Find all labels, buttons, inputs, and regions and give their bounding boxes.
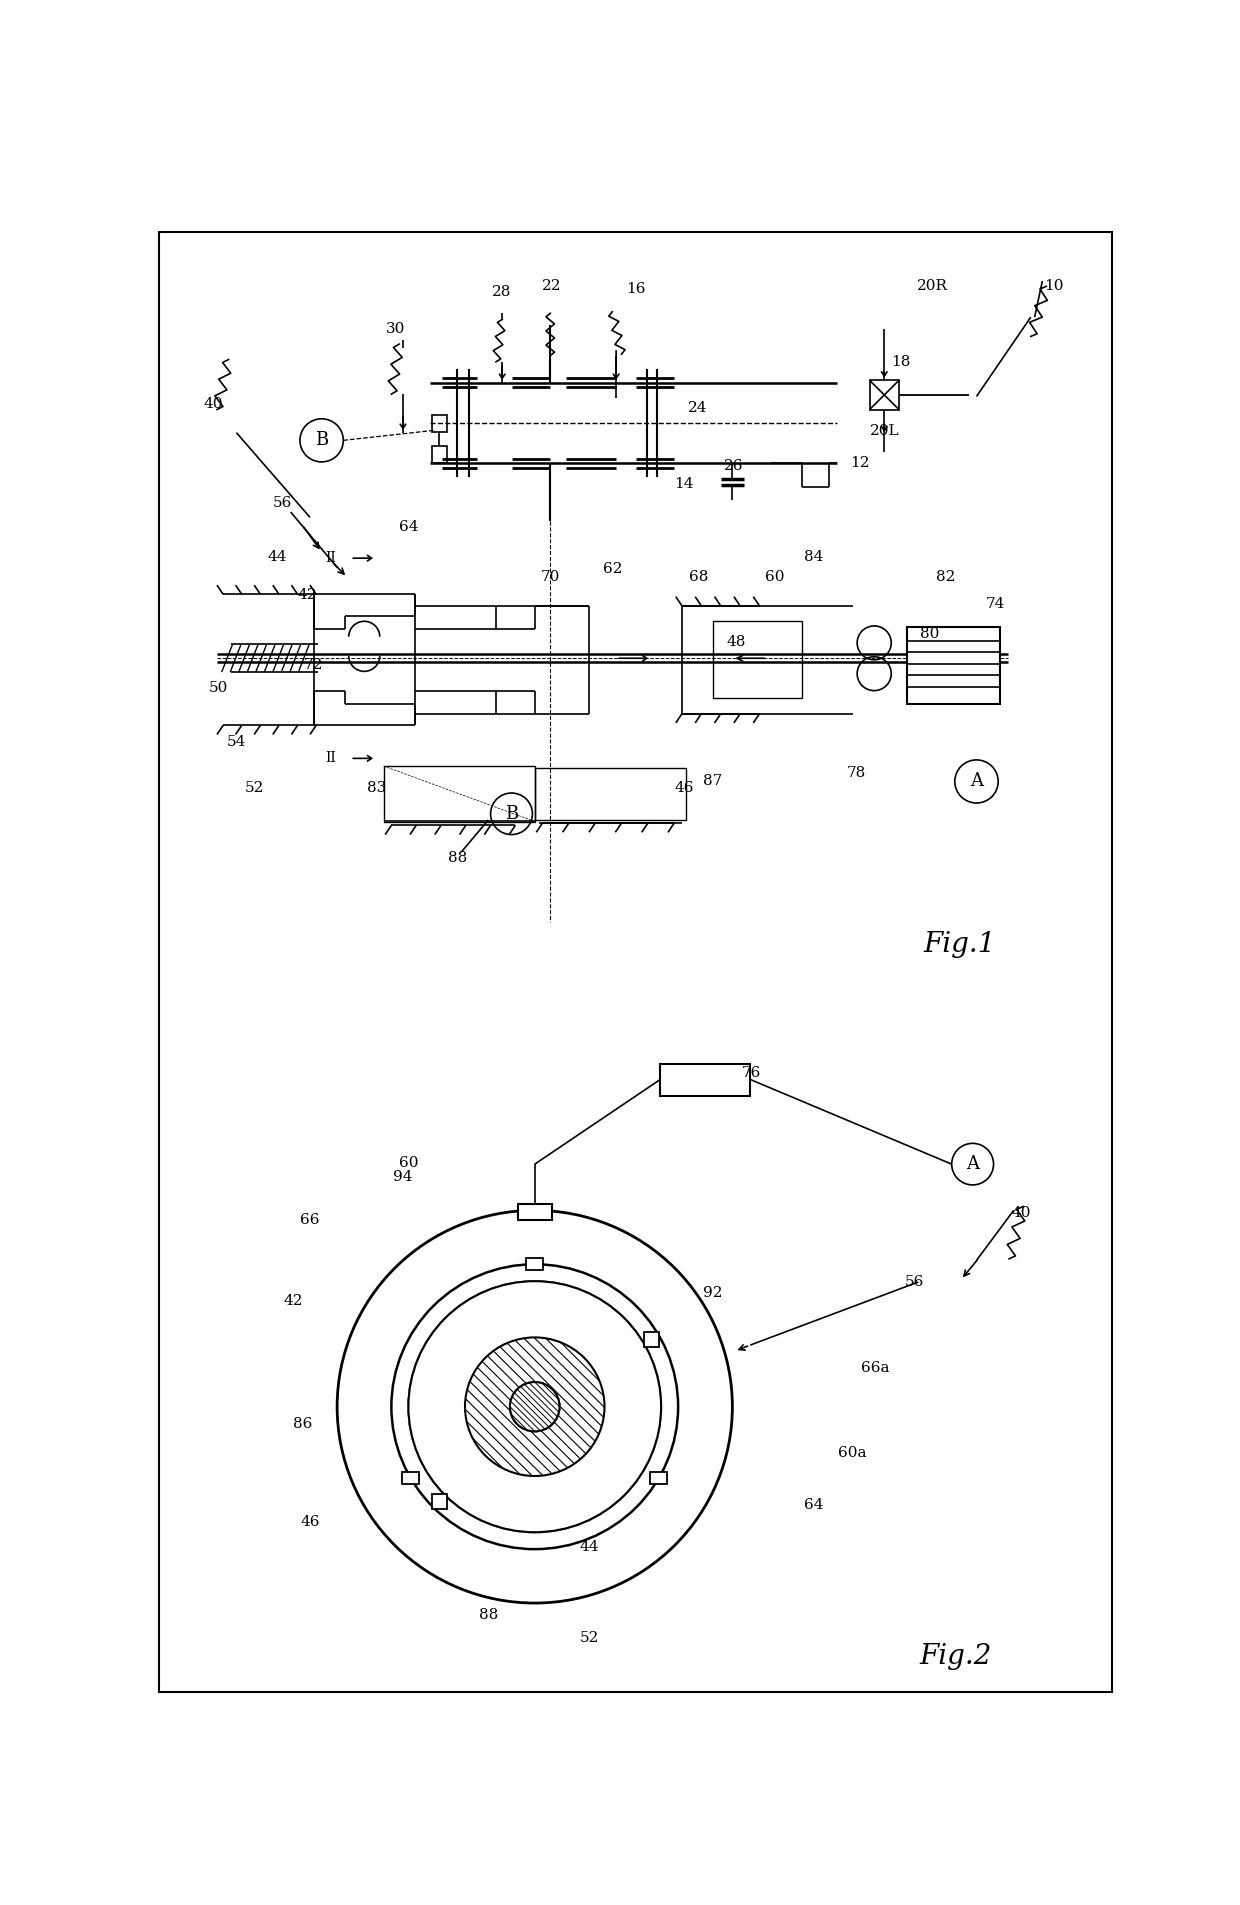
- Polygon shape: [510, 1381, 559, 1431]
- Text: 88: 88: [448, 852, 467, 865]
- Text: 46: 46: [300, 1514, 320, 1530]
- Text: 74: 74: [986, 596, 1006, 612]
- Text: 40: 40: [203, 396, 223, 411]
- Text: 26: 26: [724, 459, 744, 472]
- Bar: [534, 768, 686, 819]
- Text: 86: 86: [293, 1417, 312, 1431]
- Text: 72: 72: [304, 659, 324, 672]
- Bar: [402, 1473, 419, 1484]
- Text: 66: 66: [300, 1213, 320, 1227]
- Text: 78: 78: [847, 766, 866, 779]
- Text: A: A: [966, 1154, 980, 1173]
- Bar: [660, 1065, 750, 1097]
- Text: 88: 88: [479, 1608, 498, 1621]
- Polygon shape: [465, 1337, 605, 1476]
- Bar: [644, 1332, 660, 1347]
- Text: 42: 42: [283, 1293, 303, 1309]
- Text: Fig.1: Fig.1: [924, 932, 996, 958]
- Text: 44: 44: [579, 1539, 599, 1554]
- Text: 52: 52: [244, 781, 264, 796]
- Text: 83: 83: [367, 781, 387, 796]
- Text: A: A: [970, 772, 983, 791]
- Text: 28: 28: [492, 284, 511, 299]
- Bar: [432, 415, 448, 432]
- Text: 14: 14: [675, 478, 694, 491]
- Text: 20L: 20L: [870, 425, 900, 438]
- Text: 92: 92: [703, 1286, 723, 1299]
- Bar: [383, 766, 534, 821]
- Text: 50: 50: [208, 682, 228, 695]
- Text: II: II: [326, 751, 336, 766]
- Bar: [432, 1494, 448, 1509]
- Text: 30: 30: [386, 322, 405, 335]
- Text: 12: 12: [851, 457, 870, 471]
- Text: 52: 52: [579, 1631, 599, 1644]
- Bar: [526, 1257, 543, 1271]
- Text: 60: 60: [765, 570, 785, 583]
- Text: Fig.2: Fig.2: [920, 1644, 992, 1671]
- Text: 22: 22: [542, 280, 562, 293]
- Polygon shape: [408, 1282, 661, 1532]
- Text: 64: 64: [399, 520, 419, 533]
- Text: 20R: 20R: [916, 280, 947, 293]
- Text: 56: 56: [273, 497, 293, 511]
- Text: 66a: 66a: [862, 1362, 890, 1375]
- Text: 87: 87: [703, 773, 723, 787]
- Text: 48: 48: [727, 634, 746, 650]
- Text: 60a: 60a: [838, 1446, 867, 1459]
- Circle shape: [510, 1381, 559, 1431]
- Text: 24: 24: [688, 402, 707, 415]
- Bar: [432, 446, 448, 463]
- Text: 62: 62: [603, 562, 622, 575]
- Bar: [713, 621, 802, 699]
- Text: 54: 54: [227, 735, 246, 749]
- Text: 40: 40: [1012, 1206, 1032, 1219]
- Text: 18: 18: [890, 354, 910, 370]
- Text: 76: 76: [742, 1067, 761, 1080]
- Text: 84: 84: [804, 551, 823, 564]
- Bar: [906, 627, 999, 705]
- Text: B: B: [505, 804, 518, 823]
- Text: 10: 10: [1044, 280, 1064, 293]
- Text: 60: 60: [399, 1156, 419, 1170]
- Text: 70: 70: [541, 570, 560, 583]
- Text: 68: 68: [689, 570, 709, 583]
- Text: 42: 42: [298, 589, 316, 602]
- Text: B: B: [315, 431, 329, 450]
- Text: 16: 16: [626, 282, 645, 295]
- Text: 80: 80: [920, 627, 940, 642]
- Text: 82: 82: [936, 570, 955, 583]
- Text: 46: 46: [675, 781, 694, 796]
- Text: II: II: [326, 551, 336, 566]
- Text: 64: 64: [804, 1497, 823, 1513]
- Text: 56: 56: [905, 1274, 924, 1290]
- Bar: [518, 1204, 552, 1219]
- Text: 94: 94: [393, 1170, 413, 1185]
- Bar: [869, 381, 899, 410]
- Text: 44: 44: [268, 551, 288, 564]
- Bar: [651, 1473, 667, 1484]
